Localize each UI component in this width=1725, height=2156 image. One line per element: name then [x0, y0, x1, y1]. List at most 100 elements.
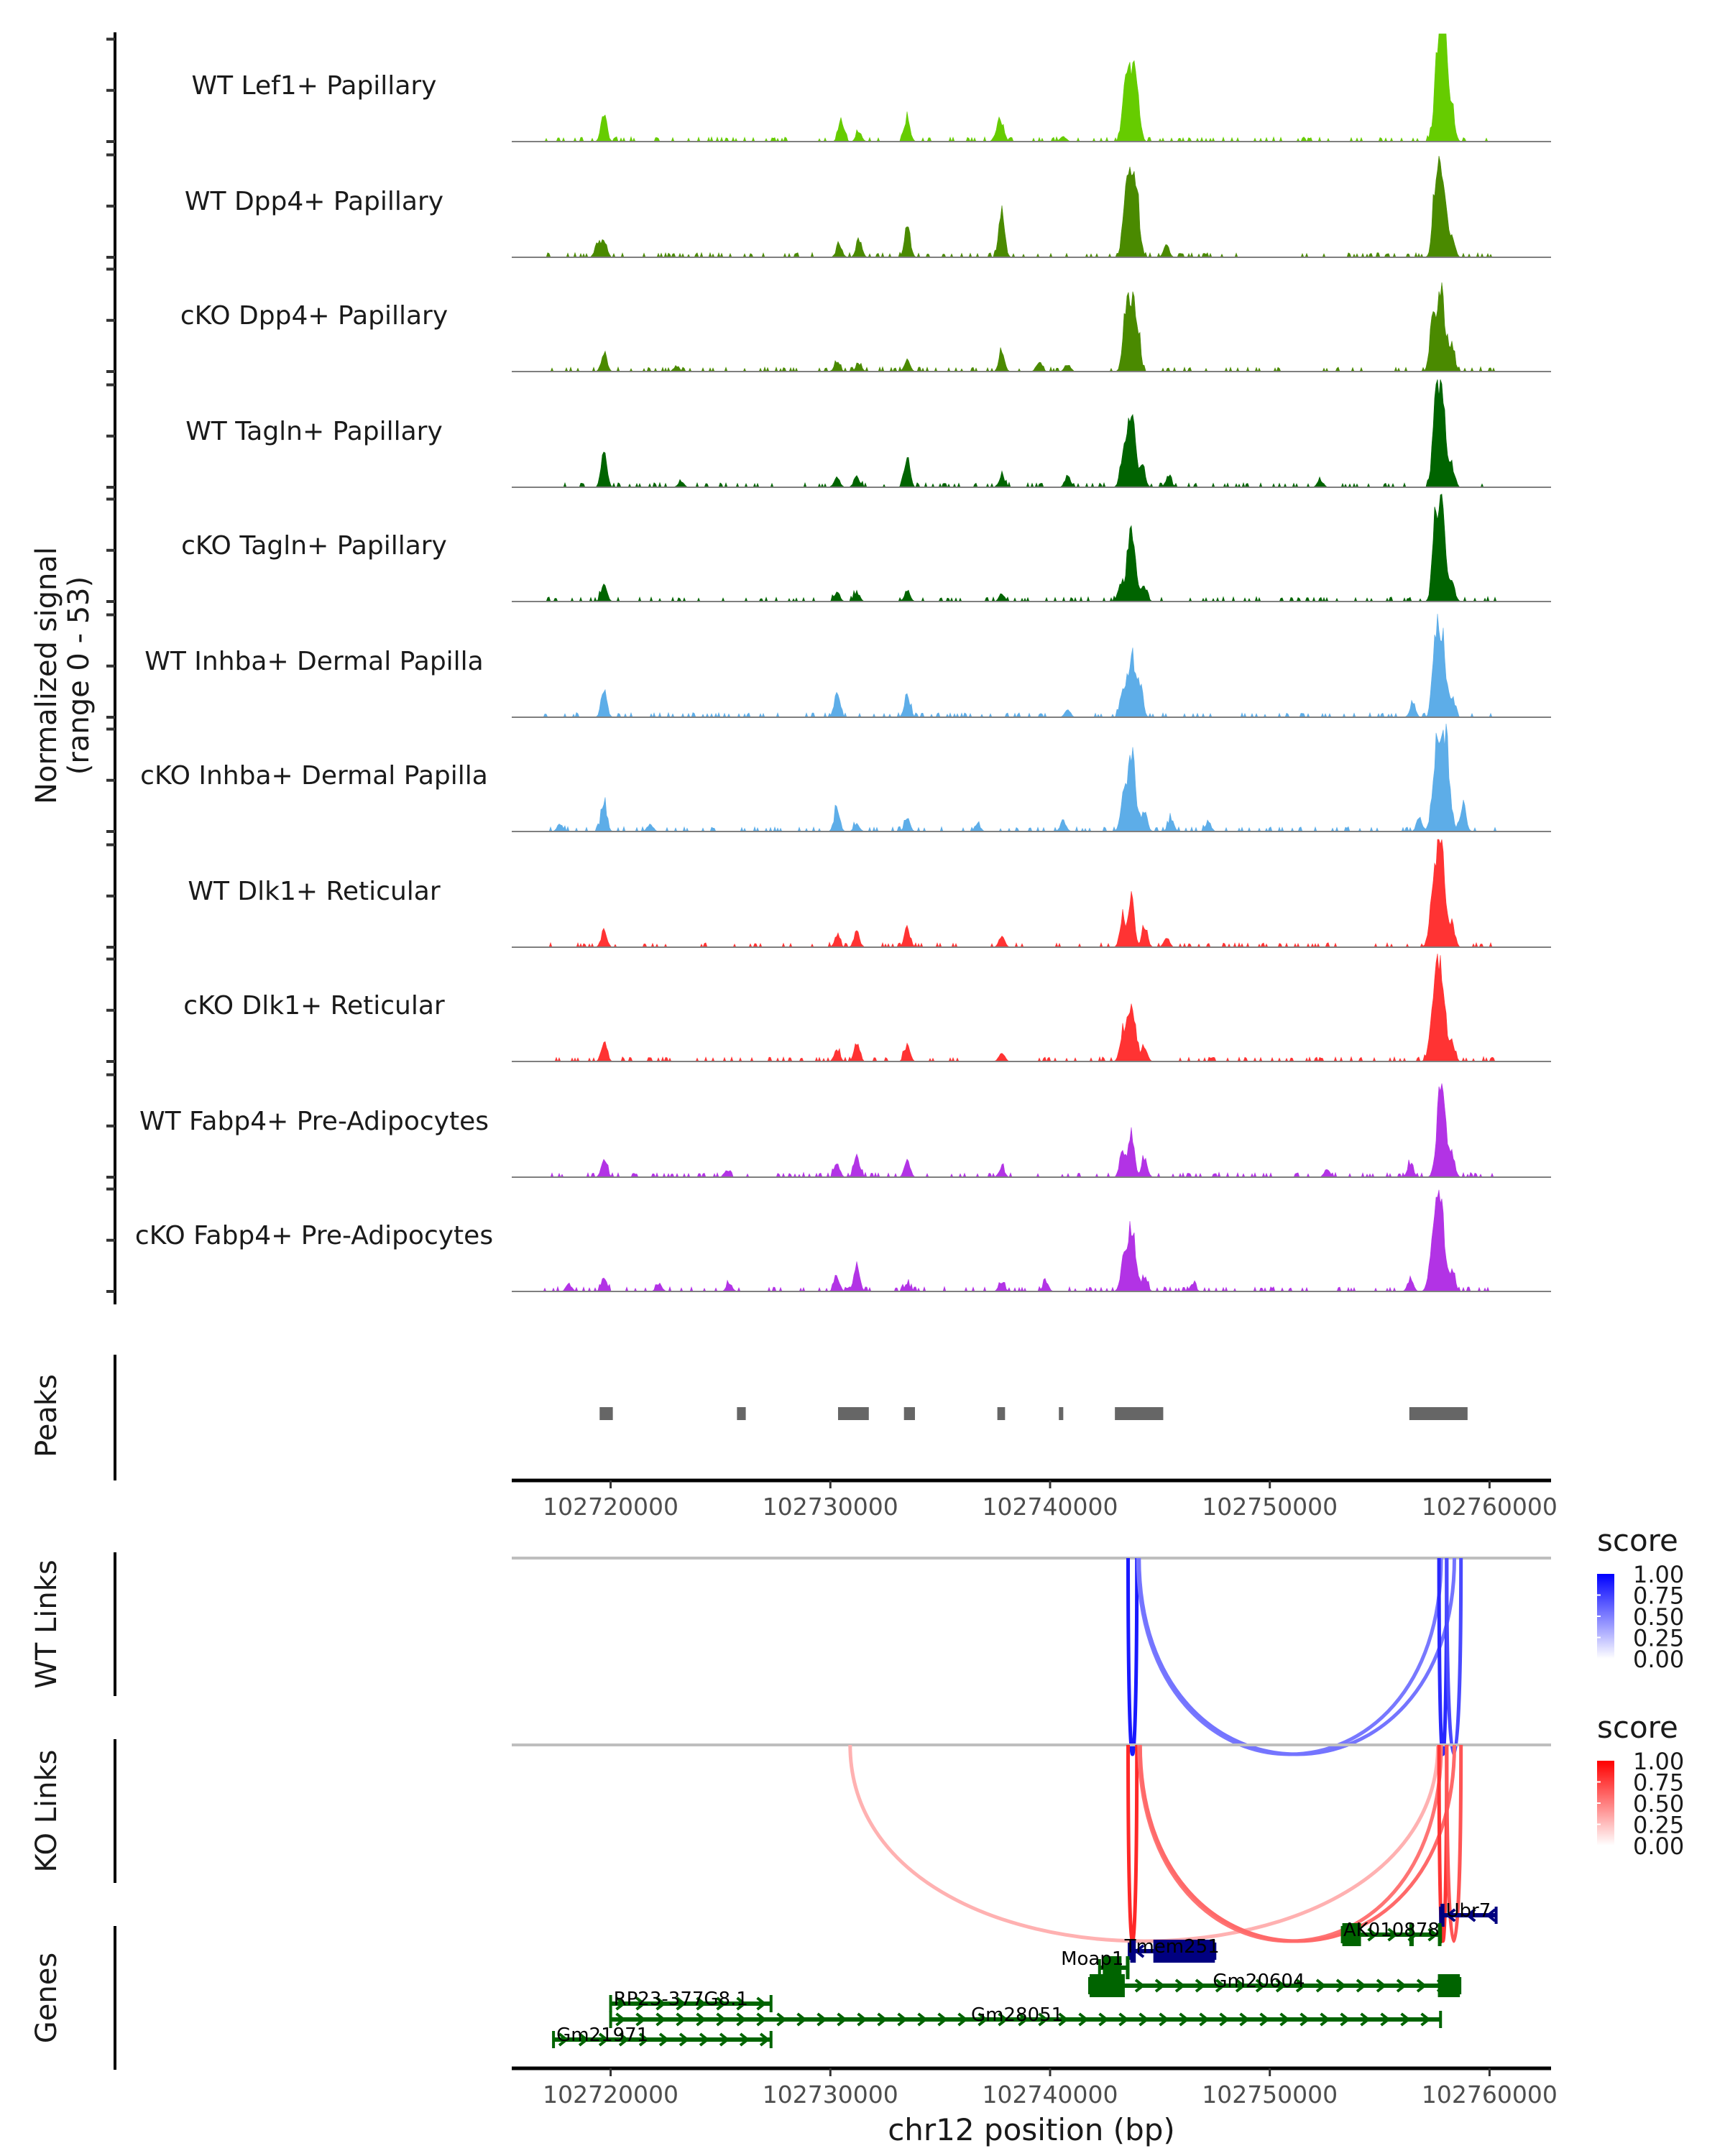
strand-arrow	[1335, 1978, 1347, 1993]
strand-arrow	[676, 1996, 686, 2011]
strand-arrow	[716, 2012, 727, 2027]
strand-arrow	[759, 2032, 770, 2047]
track-label: WT Dpp4+ Papillary	[185, 187, 443, 216]
x-axis-bottom: 102720000 102730000 102740000 102750000 1027…	[512, 2066, 1558, 2109]
peak-region	[837, 1407, 869, 1420]
legend-title: score	[1597, 1710, 1678, 1745]
strand-arrow	[756, 2012, 767, 2027]
link-arc	[1137, 1557, 1456, 1756]
coverage-tracks: WT Lef1+ Papillary WT Dpp4+ Papillary cKO …	[106, 32, 1551, 1304]
strand-arrow	[837, 2012, 847, 2027]
strand-arrow	[1255, 1978, 1266, 1993]
strand-arrow	[635, 1996, 646, 2011]
strand-arrow	[1239, 2012, 1250, 2027]
link-arc	[1138, 1744, 1456, 1943]
x-tick-label: 102720000	[543, 2081, 678, 2109]
track-label: WT Inhba+ Dermal Papilla	[144, 647, 483, 676]
ko-links-legend: score 1.000.750.500.250.00	[1597, 1710, 1684, 1860]
legend-tick-label: 0.75	[1633, 1583, 1684, 1610]
strand-arrow	[598, 2032, 610, 2047]
strand-arrow	[796, 2012, 807, 2027]
track-label: WT Fabp4+ Pre-Adipocytes	[139, 1107, 489, 1136]
x-tick-label: 102730000	[763, 1493, 898, 1521]
strand-arrow	[1078, 2012, 1089, 2027]
strand-arrow	[1219, 2012, 1230, 2027]
peak-region	[1059, 1407, 1064, 1420]
strand-arrow	[1215, 1978, 1226, 1993]
track-label: WT Tagln+ Papillary	[185, 417, 443, 446]
strand-arrow	[638, 2032, 650, 2047]
track-label: WT Lef1+ Papillary	[192, 71, 437, 101]
strand-arrow	[937, 2012, 948, 2027]
strand-arrow	[1138, 2012, 1149, 2027]
strand-arrow	[1195, 1978, 1206, 1993]
link-arc	[1137, 1744, 1443, 1943]
strand-arrow	[1367, 1927, 1378, 1942]
peak-regions	[599, 1407, 1468, 1420]
peaks-label: Peaks	[30, 1374, 63, 1457]
strand-arrow	[917, 2012, 928, 2027]
strand-arrow	[998, 2012, 1008, 2027]
strand-arrow	[696, 1996, 707, 2011]
x-tick-label: 102750000	[1202, 2081, 1338, 2109]
strand-arrow	[1259, 2012, 1270, 2027]
legend-tick-label: 0.75	[1633, 1769, 1684, 1797]
strand-arrow	[816, 2012, 827, 2027]
track-label: cKO Dlk1+ Reticular	[183, 991, 445, 1021]
strand-arrow	[1118, 2012, 1129, 2027]
strand-arrow	[1396, 1978, 1407, 1993]
strand-arrow	[1133, 1944, 1145, 1958]
strand-arrow	[1159, 2012, 1169, 2027]
strand-arrow	[1295, 1978, 1307, 1993]
strand-arrow	[1038, 2012, 1049, 2027]
strand-arrow	[1486, 1908, 1496, 1922]
track-label: cKO Inhba+ Dermal Papilla	[140, 761, 488, 791]
strand-arrow	[978, 2012, 988, 2027]
gene-label: Gm21971	[556, 2024, 648, 2046]
gene-label: AK010878	[1343, 1920, 1440, 1941]
strand-arrow	[699, 2032, 710, 2047]
strand-arrow	[618, 2032, 630, 2047]
x-tick-label: 102730000	[763, 2081, 898, 2109]
gene-label: Gm28051	[971, 2004, 1063, 2026]
strand-arrow	[1466, 1908, 1476, 1922]
peak-region	[997, 1407, 1006, 1420]
strand-arrow	[1098, 2012, 1109, 2027]
coverage-area	[512, 723, 1551, 832]
x-tick-label: 102760000	[1422, 2081, 1558, 2109]
strand-arrow	[1315, 1978, 1327, 1993]
strand-arrow	[635, 2012, 646, 2027]
coverage-area	[512, 155, 1551, 258]
coverage-area	[512, 1083, 1551, 1178]
strand-arrow	[776, 2012, 787, 2027]
strand-arrow	[1445, 1908, 1456, 1922]
strand-arrow	[676, 2012, 686, 2027]
legend-title: score	[1597, 1523, 1678, 1558]
gene-label: Tmem251	[1124, 1936, 1220, 1958]
x-tick-label: 102740000	[983, 2081, 1118, 2109]
wt-links-legend: score 1.000.750.500.250.00	[1597, 1523, 1684, 1673]
strand-arrow	[1179, 2012, 1190, 2027]
link-arc	[848, 1744, 1440, 1943]
strand-arrow	[857, 2012, 868, 2027]
strand-arrow	[578, 2032, 589, 2047]
wt-links-label: WT Links	[30, 1560, 63, 1688]
peak-region	[1115, 1407, 1164, 1420]
track-label: WT Dlk1+ Reticular	[188, 877, 440, 906]
strand-arrow	[696, 2012, 707, 2027]
coverage-area	[512, 33, 1551, 142]
strand-arrow	[658, 2032, 670, 2047]
coverage-area	[512, 839, 1551, 948]
strand-arrow	[1387, 1927, 1398, 1942]
coverage-area	[512, 282, 1551, 373]
strand-arrow	[1420, 2012, 1431, 2027]
strand-arrow	[615, 1996, 626, 2011]
track-label: cKO Tagln+ Papillary	[181, 531, 447, 561]
peak-region	[1409, 1407, 1468, 1420]
strand-arrow	[1416, 1978, 1427, 1993]
coverage-area	[512, 379, 1551, 488]
gene-exon	[1090, 1974, 1125, 1997]
strand-arrow	[1058, 2012, 1069, 2027]
strand-arrow	[736, 2012, 747, 2027]
